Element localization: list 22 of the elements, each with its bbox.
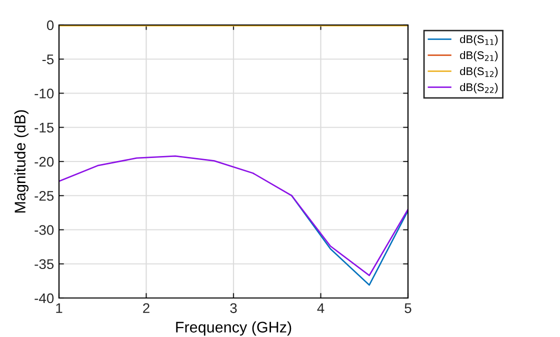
y-tick-label: -25 [34,190,54,201]
x-tick-label: 3 [230,303,237,314]
x-tick-label: 1 [56,303,62,313]
y-axis-title: Magnitude (dB) [14,110,29,212]
y-tick-label: 0 [46,20,54,30]
legend-label: dB(S$_{21}$) [460,51,498,62]
y-tick-label: -10 [34,88,54,98]
x-tick-label: 2 [143,303,150,313]
line-series [291,194,408,286]
y-tick-label: -35 [34,259,54,270]
y-tick-label: -15 [34,122,54,133]
line-series [59,155,408,276]
legend-label: dB(S$_{22}$) [460,83,498,94]
y-tick-label: -40 [34,293,54,304]
y-tick-label: -30 [34,225,54,235]
x-axis-title: Frequency (GHz) [176,321,292,336]
x-tick-label: 5 [404,303,412,314]
x-tick-label: 4 [317,303,324,313]
legend-label: dB(S$_{12}$) [460,67,498,78]
y-tick-label: -20 [34,156,54,167]
y-tick-label: -5 [42,54,54,64]
legend-label: dB(S$_{11}$) [460,35,498,46]
